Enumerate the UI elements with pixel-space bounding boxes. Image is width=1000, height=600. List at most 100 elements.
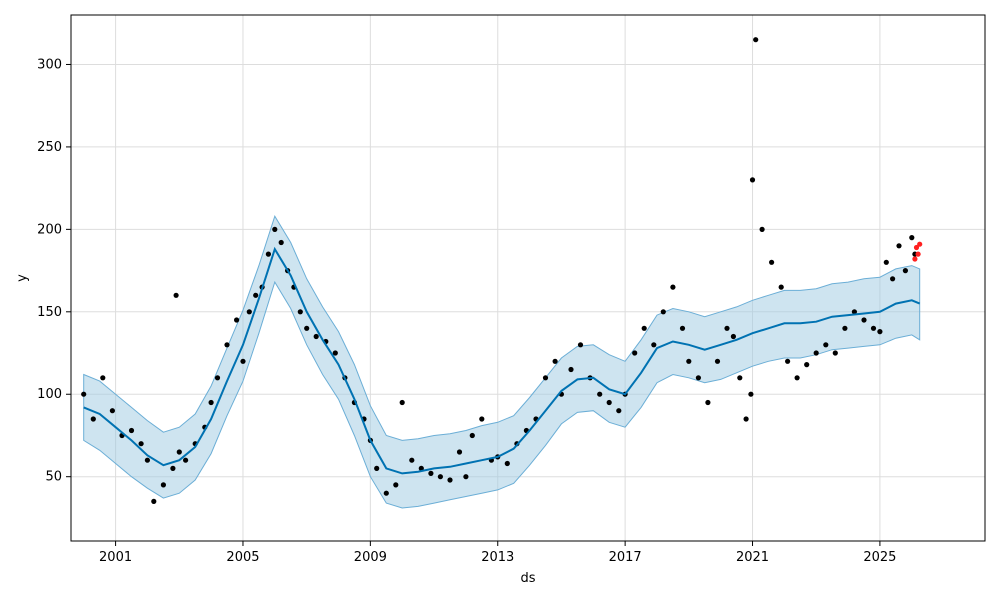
observed-point [437, 474, 443, 480]
x-axis: 2001 2005 2009 2013 2017 2021 2025 [99, 541, 896, 565]
observed-point [606, 399, 612, 406]
observed-point [313, 333, 319, 340]
observed-point [176, 449, 182, 455]
observed-point [418, 465, 424, 471]
future-point [913, 244, 920, 251]
x-tick-label: 2025 [863, 550, 896, 565]
observed-point [240, 358, 246, 364]
x-axis-label: ds [520, 571, 535, 586]
observed-point [128, 427, 135, 434]
y-tick-label: 150 [37, 305, 62, 320]
observed-point [100, 375, 106, 381]
observed-point [170, 465, 176, 471]
observed-point [383, 490, 389, 496]
observed-point [748, 391, 754, 397]
observed-point [749, 177, 756, 183]
observed-point [695, 375, 702, 381]
x-tick-label: 2017 [609, 550, 642, 565]
observed-point [109, 408, 115, 414]
observed-point [686, 358, 692, 364]
observed-point [374, 465, 380, 471]
observed-point [183, 457, 189, 463]
x-tick-label: 2013 [481, 550, 514, 565]
observed-point [813, 350, 819, 356]
observed-point [160, 482, 166, 488]
observed-point [651, 342, 657, 348]
observed-point [463, 474, 469, 480]
forecast-line [83, 246, 921, 475]
observed-point [456, 449, 463, 455]
observed-point [304, 325, 310, 331]
observed-point [552, 358, 558, 364]
observed-point [246, 309, 252, 315]
observed-point [890, 276, 896, 282]
observed-point [616, 408, 622, 414]
observed-point [568, 366, 574, 373]
observed-point [714, 358, 721, 364]
observed-point [851, 309, 858, 315]
observed-point [144, 457, 150, 463]
y-tick-label: 100 [37, 387, 62, 402]
observed-point [278, 239, 284, 246]
observed-point [842, 325, 848, 331]
observed-point [877, 329, 883, 335]
observed-point [641, 325, 647, 331]
x-tick-label: 2001 [99, 550, 132, 565]
y-axis: 50 100 150 200 250 300 [37, 57, 71, 485]
observed-point [409, 457, 415, 463]
observed-point [909, 235, 915, 241]
observed-point [393, 482, 399, 488]
observed-point [234, 317, 240, 323]
observed-point [214, 375, 221, 381]
observed-point [447, 477, 453, 483]
future-point [917, 241, 923, 247]
y-tick-label: 50 [45, 470, 62, 485]
observed-point [861, 317, 867, 323]
observed-point [399, 399, 405, 406]
x-tick-label: 2005 [226, 550, 259, 565]
x-tick-label: 2021 [736, 550, 769, 565]
observed-point [151, 498, 157, 504]
observed-point [660, 309, 666, 315]
forecast-series-line [83, 246, 921, 475]
observed-point [253, 292, 259, 298]
future-point [915, 251, 921, 257]
observed-point [883, 259, 889, 265]
observed-point [737, 375, 743, 381]
x-tick-label: 2009 [354, 550, 387, 565]
future-points [912, 241, 923, 262]
observed-point [896, 243, 902, 249]
observed-point [265, 251, 271, 257]
observed-point [785, 358, 791, 364]
observed-point [902, 268, 909, 274]
future-point [912, 256, 918, 262]
observed-point [272, 226, 278, 232]
observed-point [577, 342, 584, 348]
observed-point [730, 333, 737, 340]
observed-point [504, 460, 510, 467]
observed-point [332, 350, 338, 356]
observed-point [743, 416, 749, 422]
observed-point [81, 391, 87, 397]
observed-point [542, 375, 549, 381]
observed-point [208, 399, 214, 406]
y-tick-label: 250 [37, 140, 62, 155]
observed-point [823, 342, 829, 348]
observed-point [428, 470, 434, 476]
observed-point [479, 416, 485, 422]
plot-frame [70, 14, 986, 542]
observed-point [670, 284, 676, 290]
observed-point [804, 362, 810, 368]
observed-point [753, 37, 759, 43]
observed-point [173, 292, 179, 298]
observed-point [469, 432, 475, 439]
observed-point [759, 226, 765, 232]
y-tick-label: 300 [37, 57, 62, 72]
observed-point [778, 284, 784, 290]
observed-point [632, 350, 638, 356]
observed-point [597, 391, 603, 397]
observed-point [769, 259, 775, 265]
observed-point [724, 325, 730, 331]
y-tick-label: 200 [37, 222, 62, 237]
